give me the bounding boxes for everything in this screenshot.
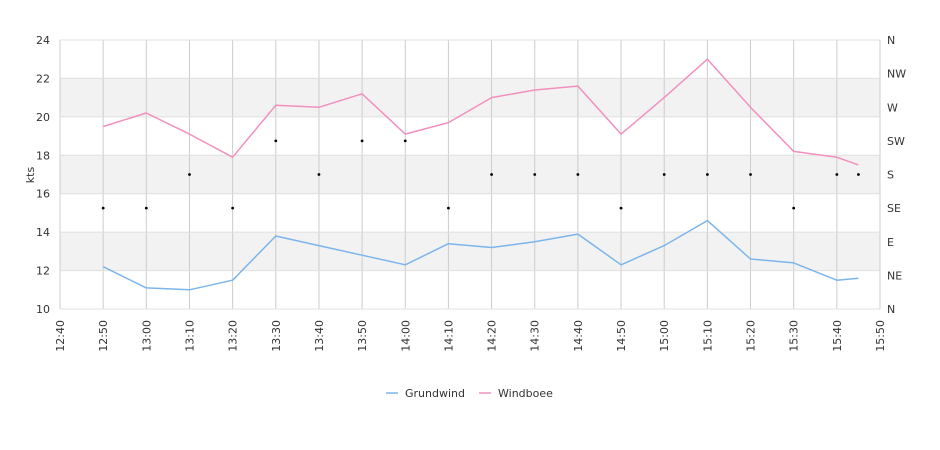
series-lines: [102, 58, 859, 291]
direction-point: [274, 139, 278, 143]
plot-band: [60, 155, 880, 194]
direction-point: [101, 206, 105, 210]
y-tick-label: 14: [36, 226, 50, 239]
x-tick-label: 15:00: [658, 320, 671, 352]
x-tick-label: 13:10: [183, 320, 196, 352]
right-axis-ticks: N NE E SE S SW W NW N: [887, 34, 906, 316]
right-axis-tick-label: SW: [887, 135, 905, 148]
direction-point: [447, 206, 450, 210]
direction-points: [101, 139, 860, 210]
x-tick-label: 15:40: [831, 320, 844, 352]
y-tick-label: 18: [36, 149, 50, 162]
direction-point: [619, 206, 623, 210]
right-axis-tick-label: SE: [887, 202, 901, 215]
y-tick-label: 24: [36, 34, 50, 47]
right-axis-tick-label: N: [887, 303, 895, 316]
direction-point: [490, 173, 493, 176]
plot-band: [60, 78, 880, 117]
x-tick-label: 14:00: [399, 320, 412, 352]
y-axis-ticks: 10 12 14 16 18 20 22 24: [36, 34, 50, 316]
direction-point: [792, 206, 796, 210]
right-axis-tick-label: NE: [887, 269, 902, 282]
direction-point: [705, 173, 709, 176]
y-axis-title: kts: [24, 167, 37, 184]
series-line-grundwind: [102, 219, 859, 291]
x-tick-label: 14:10: [442, 320, 455, 352]
x-tick-label: 13:30: [270, 320, 283, 352]
x-tick-label: 14:50: [615, 320, 628, 352]
y-tick-label: 10: [36, 303, 50, 316]
x-tick-label: 13:20: [227, 320, 240, 352]
x-tick-label: 13:00: [140, 320, 153, 352]
x-tick-label: 12:40: [54, 320, 67, 352]
right-axis-tick-label: NW: [887, 68, 906, 81]
direction-point: [144, 206, 148, 210]
direction-point: [360, 139, 364, 143]
legend-item-windboee[interactable]: Windboee: [479, 387, 553, 400]
x-tick-label: 13:50: [356, 320, 369, 352]
right-axis-tick-label: S: [887, 169, 894, 182]
direction-point: [749, 173, 752, 176]
x-tick-label: 14:40: [572, 320, 585, 352]
x-tick-label: 15:50: [874, 320, 887, 352]
x-tick-label: 15:30: [788, 320, 801, 352]
x-axis-ticks: 12:40 12:50 13:00 13:10 13:20 13:30 13:40 13:50…: [54, 320, 887, 352]
legend: Grundwind Windboee: [386, 387, 553, 400]
legend-label-windboee: Windboee: [498, 387, 553, 400]
series-line-windboee: [102, 58, 859, 166]
y-tick-label: 16: [36, 188, 50, 201]
y-tick-label: 20: [36, 111, 50, 124]
right-axis-tick-label: E: [887, 236, 894, 249]
right-axis-tick-label: N: [887, 34, 895, 47]
x-tick-label: 15:20: [745, 320, 758, 352]
direction-point: [533, 173, 537, 176]
x-tick-label: 13:40: [313, 320, 326, 352]
direction-point: [835, 173, 839, 176]
direction-point: [231, 206, 235, 210]
legend-item-grundwind[interactable]: Grundwind: [386, 387, 465, 400]
direction-point: [576, 173, 580, 176]
y-tick-label: 12: [36, 265, 50, 278]
direction-point: [857, 173, 860, 176]
x-tick-label: 14:30: [529, 320, 542, 352]
direction-point: [317, 173, 321, 176]
y-tick-label: 22: [36, 72, 50, 85]
right-axis-tick-label: W: [887, 101, 898, 114]
plot-bands: [60, 78, 880, 271]
x-tick-label: 14:20: [486, 320, 499, 352]
x-tick-label: 12:50: [97, 320, 110, 352]
direction-point: [403, 139, 407, 143]
direction-point: [188, 173, 191, 176]
legend-label-grundwind: Grundwind: [405, 387, 465, 400]
x-tick-label: 15:10: [701, 320, 714, 352]
plot-band: [60, 232, 880, 271]
direction-point: [662, 173, 666, 176]
